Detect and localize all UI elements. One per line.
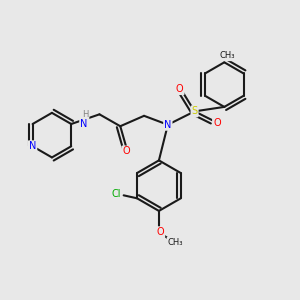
- Text: N: N: [164, 120, 172, 130]
- Text: Cl: Cl: [112, 189, 121, 199]
- Text: O: O: [157, 227, 164, 237]
- Text: CH₃: CH₃: [220, 51, 235, 60]
- Text: O: O: [176, 84, 184, 94]
- Text: N: N: [29, 141, 36, 151]
- Text: H: H: [82, 110, 88, 119]
- Text: CH₃: CH₃: [167, 238, 183, 247]
- Text: O: O: [213, 118, 221, 128]
- Text: S: S: [191, 106, 198, 116]
- Text: N: N: [80, 118, 88, 129]
- Text: O: O: [122, 146, 130, 157]
